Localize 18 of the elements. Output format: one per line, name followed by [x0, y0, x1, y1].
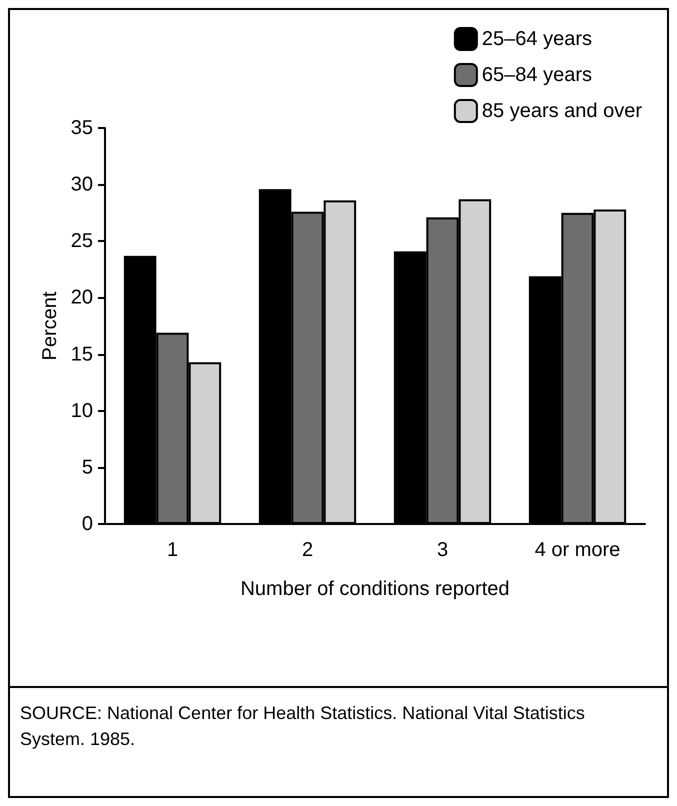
y-tick-label: 0	[82, 513, 93, 535]
legend-label: 65–84 years	[482, 64, 592, 86]
legend-label: 25–64 years	[482, 28, 592, 50]
source-note: SOURCE: National Center for Health Statistics. National Vital Statistics System. 1985.	[20, 702, 586, 751]
x-tick-label: 3	[436, 539, 448, 561]
y-tick-label: 20	[70, 286, 93, 309]
x-tick-label: 2	[302, 539, 314, 561]
y-tick-label: 15	[70, 343, 93, 366]
y-tick-label: 25	[70, 230, 93, 252]
x-tick-label: 1	[166, 539, 178, 561]
legend-label: 85 years and over	[482, 100, 642, 122]
y-tick-label: 10	[70, 400, 93, 422]
y-tick-label: 35	[70, 117, 93, 139]
y-tick-label: 5	[82, 456, 93, 478]
x-tick-label: 4 or more	[534, 539, 620, 561]
y-tick-label: 30	[70, 174, 93, 196]
x-axis-title: Number of conditions reported	[240, 578, 510, 600]
y-axis-title: Percent	[38, 291, 61, 360]
